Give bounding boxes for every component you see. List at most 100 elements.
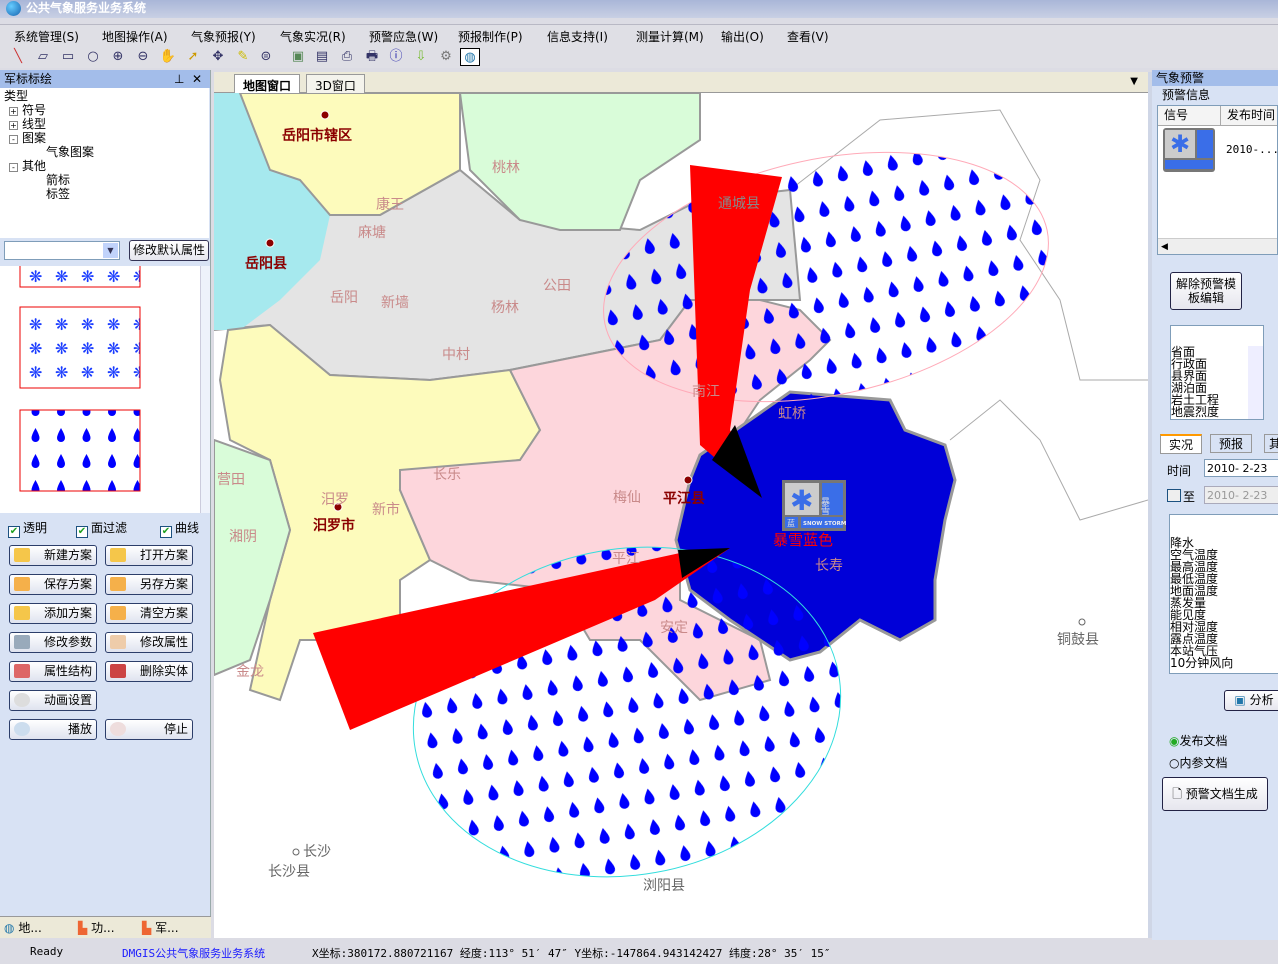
element-item[interactable]: 露点温度: [1170, 632, 1219, 646]
pin-icon[interactable]: ⊥: [174, 72, 185, 86]
snowstorm-signal-icon[interactable]: ✱: [1163, 128, 1215, 172]
transparent-checkbox[interactable]: ✔ 透明: [8, 521, 48, 538]
layer-listbox[interactable]: 省面 行政面 县界面 湖泊面 岩土工程 地震烈度: [1170, 325, 1264, 420]
element-item[interactable]: 地面温度: [1170, 584, 1219, 598]
to-time-input[interactable]: 2010- 2-23: [1204, 486, 1278, 504]
tree-item-linetype[interactable]: + 线型: [9, 117, 47, 131]
element-item[interactable]: 最高温度: [1170, 560, 1219, 574]
drop-pattern-swatch[interactable]: [19, 409, 141, 492]
modify-params-button[interactable]: 修改参数: [9, 632, 97, 653]
open-scheme-button[interactable]: 打开方案: [105, 545, 193, 566]
layer-item[interactable]: 县界面: [1171, 369, 1208, 383]
table-h-scrollbar[interactable]: ◀: [1158, 238, 1277, 254]
zoom-in-icon[interactable]: ⊕: [112, 49, 124, 64]
tree-item-label[interactable]: 标签: [46, 187, 71, 201]
download-icon[interactable]: ⇩: [415, 49, 427, 64]
menu-output[interactable]: 输出(O): [721, 30, 764, 44]
menu-observation[interactable]: 气象实况(R): [280, 30, 346, 44]
menu-view[interactable]: 查看(V): [787, 30, 829, 44]
element-item[interactable]: 空气温度: [1170, 548, 1219, 562]
element-item[interactable]: 本站气压: [1170, 644, 1219, 658]
snowstorm-warning-icon[interactable]: ✱ 暴雪 蓝 SNOW STORM: [782, 480, 846, 531]
time-input[interactable]: 2010- 2-23: [1204, 459, 1278, 477]
layer-icon[interactable]: ▤: [315, 49, 329, 64]
move-icon[interactable]: ✥: [212, 49, 224, 64]
collapse-icon[interactable]: -: [9, 135, 18, 144]
layer-item[interactable]: 省面: [1171, 345, 1196, 359]
element-item[interactable]: 最低温度: [1170, 572, 1219, 586]
tab-map-window[interactable]: 地图窗口: [234, 74, 301, 93]
tab-dropdown-icon[interactable]: ▼: [1130, 76, 1138, 87]
element-listbox[interactable]: 降水 空气温度 最高温度 最低温度 地面温度 蒸发量 能见度 相对湿度 露点温度…: [1169, 514, 1278, 674]
info-icon[interactable]: ⓘ: [389, 49, 403, 64]
select-arrow-icon[interactable]: ➚: [187, 49, 199, 64]
tab-functions[interactable]: ▙ 功...: [78, 921, 115, 935]
line-icon[interactable]: ╲: [14, 49, 22, 64]
collapse-icon[interactable]: -: [9, 163, 18, 172]
element-item[interactable]: 降水: [1170, 536, 1195, 550]
element-item[interactable]: 相对湿度: [1170, 620, 1219, 634]
tab-other[interactable]: 其: [1264, 434, 1278, 453]
layer-item[interactable]: 湖泊面: [1171, 381, 1208, 395]
curve-checkbox[interactable]: ✔ 曲线: [160, 521, 200, 538]
expand-icon[interactable]: +: [9, 107, 18, 116]
element-item[interactable]: 蒸发量: [1170, 596, 1207, 610]
tab-forecast[interactable]: 预报: [1210, 434, 1253, 453]
preview-scrollbar[interactable]: [200, 266, 210, 513]
delete-entity-button[interactable]: 删除实体: [105, 661, 193, 682]
analyze-button[interactable]: ▣ 分析: [1224, 690, 1278, 711]
circle-icon[interactable]: ○: [87, 49, 99, 64]
menu-production[interactable]: 预报制作(P): [458, 30, 523, 44]
clear-scheme-button[interactable]: 清空方案: [105, 603, 193, 624]
eraser-icon[interactable]: ✎: [237, 49, 249, 64]
tree-item-weather-pattern[interactable]: 气象图案: [46, 145, 95, 159]
attribute-structure-button[interactable]: 属性结构: [9, 661, 97, 682]
chevron-down-icon[interactable]: ▼: [103, 243, 118, 258]
tree-item-arrow[interactable]: 箭标: [46, 173, 71, 187]
settings-icon[interactable]: ⚙: [440, 49, 452, 64]
globe-icon[interactable]: ◍: [460, 48, 480, 66]
save-as-scheme-button[interactable]: 另存方案: [105, 574, 193, 595]
close-icon[interactable]: ✕: [192, 72, 203, 86]
tree-item-pattern[interactable]: - 图案: [9, 131, 46, 145]
tab-observation[interactable]: 实况: [1160, 434, 1203, 454]
element-item[interactable]: 能见度: [1170, 608, 1207, 622]
col-signal[interactable]: 信号: [1164, 108, 1189, 122]
polygon-icon[interactable]: ▱: [38, 49, 48, 64]
snow-pattern-swatch-1[interactable]: [19, 266, 141, 288]
zoom-out-icon[interactable]: ⊖: [137, 49, 149, 64]
generate-doc-button[interactable]: 🗋 预警文档生成: [1162, 777, 1268, 811]
animation-settings-button[interactable]: 动画设置: [9, 690, 97, 711]
menu-warning[interactable]: 预警应急(W): [369, 30, 439, 44]
element-item[interactable]: 10分钟风向: [1170, 656, 1234, 670]
menu-measure[interactable]: 测量计算(M): [636, 30, 704, 44]
modify-props-button[interactable]: 修改属性: [105, 632, 193, 653]
tab-3d-window[interactable]: 3D窗口: [306, 74, 365, 93]
map-image-icon[interactable]: ▣: [291, 49, 305, 64]
layer-item[interactable]: 行政面: [1171, 357, 1208, 371]
col-publish-time[interactable]: 发布时间: [1220, 106, 1275, 125]
map-canvas[interactable]: 岳阳市辖区 桃林 康王 麻塘 岳阳县 岳阳 新墙 杨林 公田 中村 通城县 营田…: [214, 93, 1148, 938]
menu-info[interactable]: 信息支持(I): [547, 30, 608, 44]
save-scheme-button[interactable]: 保存方案: [9, 574, 97, 595]
tree-item-symbol[interactable]: + 符号: [9, 103, 47, 117]
to-checkbox[interactable]: [1167, 489, 1181, 502]
publish-time-cell[interactable]: 2010-...: [1226, 143, 1278, 156]
play-button[interactable]: 播放: [9, 719, 97, 740]
area-filter-checkbox[interactable]: ✔ 面过滤: [76, 521, 128, 538]
stop-button[interactable]: 停止: [105, 719, 193, 740]
expand-icon[interactable]: +: [9, 121, 18, 130]
print-icon[interactable]: ⎙: [341, 49, 353, 64]
style-combo[interactable]: ▼: [4, 241, 120, 260]
modify-default-button[interactable]: 修改默认属性: [129, 240, 209, 261]
layer-item[interactable]: 地震烈度: [1171, 405, 1220, 419]
printer-icon[interactable]: 🖶: [365, 49, 379, 64]
publish-doc-radio[interactable]: ◉发布文档: [1169, 734, 1228, 748]
layer-item[interactable]: 岩土工程: [1171, 393, 1220, 407]
new-scheme-button[interactable]: 新建方案: [9, 545, 97, 566]
tab-plotting[interactable]: ▙ 军...: [142, 921, 179, 935]
menu-map[interactable]: 地图操作(A): [102, 30, 168, 44]
menu-system[interactable]: 系统管理(S): [14, 30, 79, 44]
tab-map-layers[interactable]: ◍ 地...: [4, 921, 42, 935]
zoom-extent-icon[interactable]: ⊜: [260, 49, 272, 64]
